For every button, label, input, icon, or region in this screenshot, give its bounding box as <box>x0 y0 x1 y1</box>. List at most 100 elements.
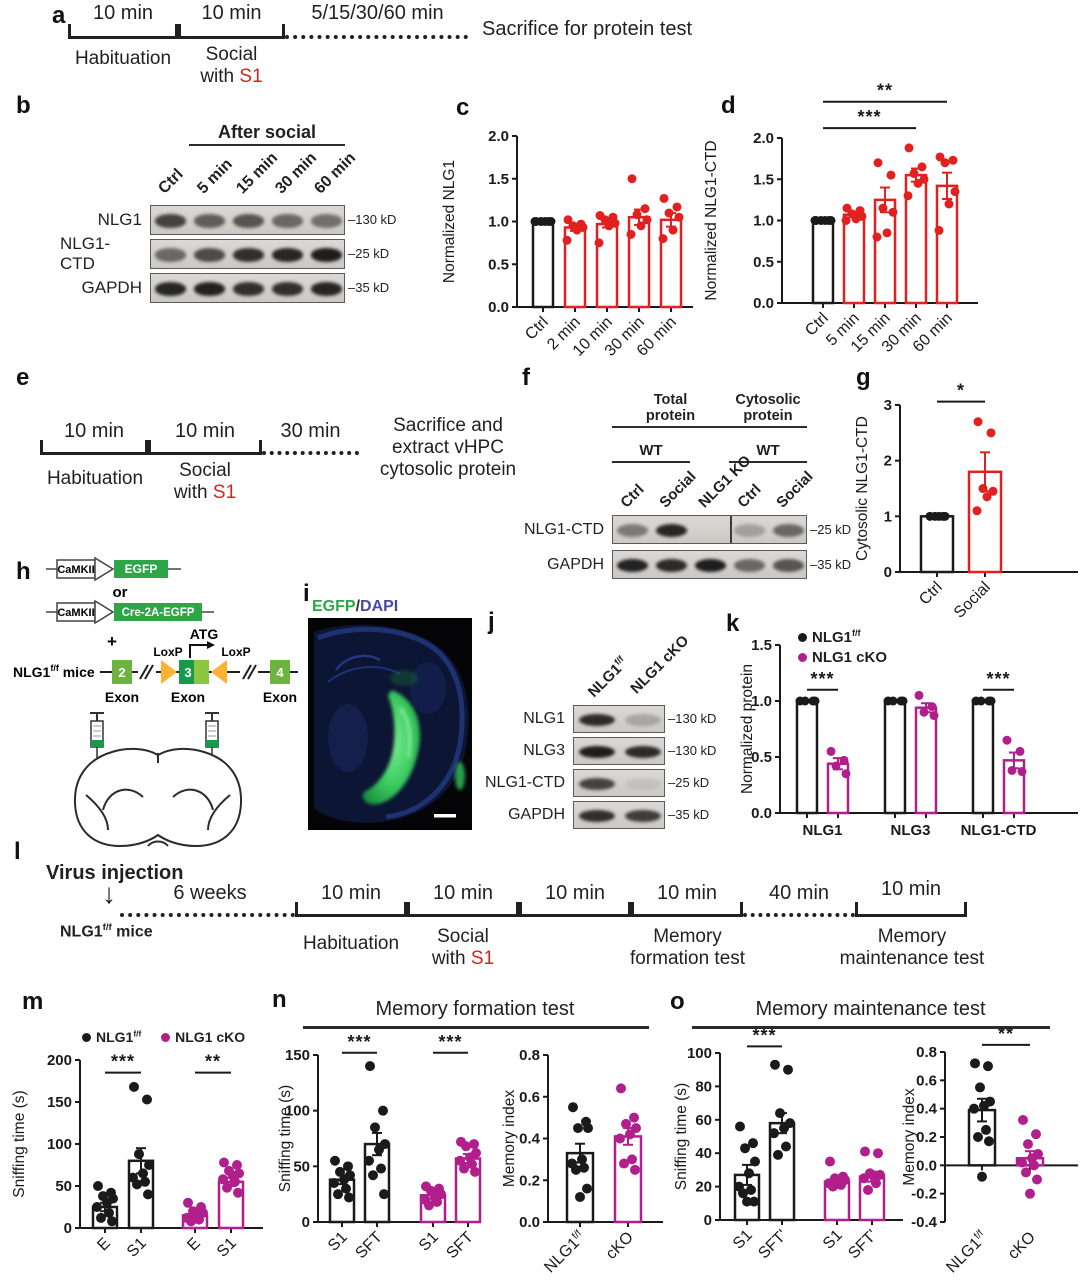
data-point <box>672 202 682 212</box>
sig-stars: *** <box>986 669 1010 689</box>
sulcus-curve <box>334 654 381 671</box>
data-point <box>629 1112 639 1123</box>
data-point <box>839 755 849 765</box>
bar <box>811 219 835 305</box>
bar <box>595 222 619 309</box>
y-tick-label: 0 <box>884 564 892 581</box>
data-point <box>563 215 573 225</box>
lane-label: 60 min <box>310 149 359 198</box>
blot-band <box>772 559 805 572</box>
x-category-label: NLG1f/f <box>943 1228 991 1276</box>
data-point <box>370 1122 380 1133</box>
data-point <box>615 1133 625 1144</box>
panel-label-c: c <box>456 94 470 121</box>
x-category-label: S1 <box>325 1229 351 1255</box>
timeline-dotted-segment <box>120 904 295 917</box>
blot-band <box>271 248 304 262</box>
data-point <box>96 1212 106 1223</box>
legend-item-flox: NLG1f/f <box>82 1028 141 1045</box>
y-axis-label: Sniffing time (s) <box>11 1090 28 1197</box>
atg-arrowhead-icon <box>207 641 215 649</box>
panel-label-l: l <box>14 838 21 865</box>
legend-m: NLG1f/f NLG1 cKO <box>82 1028 245 1045</box>
legend-k: NLG1f/f NLG1 cKO <box>798 628 887 669</box>
blot-band <box>733 559 766 572</box>
sig-stars: *** <box>111 1052 135 1072</box>
timeline-segment <box>178 24 285 39</box>
scale-bar <box>434 814 456 818</box>
data-point <box>860 1146 870 1157</box>
phase-label: Social <box>437 926 489 947</box>
data-point <box>1017 767 1027 777</box>
blot-row-label: NLG1 <box>523 710 565 727</box>
y-axis-label: Sniffing time (s) <box>277 1085 294 1192</box>
data-point <box>577 1154 587 1165</box>
data-point <box>93 1181 103 1191</box>
x-category-label: Ctrl <box>916 579 946 609</box>
phase-label: Habituation <box>74 48 172 69</box>
loxp-triangle-icon <box>211 660 227 684</box>
exon3-box-dark <box>179 660 194 684</box>
data-point <box>983 1061 993 1072</box>
data-point <box>626 229 636 239</box>
exon-label: Exon <box>263 689 297 705</box>
data-point <box>873 1148 883 1159</box>
atg-label: ATG <box>190 626 219 642</box>
data-point <box>929 711 939 721</box>
blot-row-box <box>573 801 665 829</box>
data-point <box>871 1178 881 1189</box>
data-point <box>232 1160 242 1170</box>
data-point <box>664 208 674 218</box>
data-point <box>820 216 830 225</box>
blot-group-header: WT <box>612 442 690 463</box>
chart-memory-index-o: -0.4 -0.2 0.0 0.2 0.4 0.6 0.8 Memory index NLG1f… <box>901 1024 1078 1276</box>
blot-band <box>310 214 343 228</box>
chart-memory-index-n: 0.0 0.2 0.4 0.6 0.8 Memory index NLG1f/f cKO <box>501 1047 663 1276</box>
blot-band <box>193 248 226 262</box>
duration-label: 30 min <box>280 420 341 442</box>
data-point <box>341 1183 351 1194</box>
construct-diagram: CaMKII EGFP or CaMKII Cre-2A-EGFP + ATG … <box>13 556 298 848</box>
data-point <box>102 1197 112 1208</box>
data-point <box>872 232 882 242</box>
data-point <box>779 1123 789 1134</box>
data-point <box>138 1168 148 1179</box>
legend-item-flox: NLG1f/f <box>798 628 887 646</box>
down-arrow-icon: ↓ <box>102 878 116 909</box>
data-point <box>986 428 996 438</box>
data-point <box>841 769 851 779</box>
sig-stars: *** <box>857 107 881 127</box>
y-tick-label: 0.2 <box>916 1129 937 1146</box>
egfp-channel-label: EGFP <box>312 598 356 615</box>
panel-label-j: j <box>488 608 495 635</box>
exon3-number: 3 <box>184 665 191 680</box>
data-point <box>144 1160 154 1170</box>
blot-row-label: NLG1-CTD <box>523 520 604 538</box>
data-point <box>903 191 913 201</box>
y-tick-label: 100 <box>285 1103 310 1120</box>
data-point <box>627 1154 637 1165</box>
data-point <box>186 1216 196 1227</box>
panel-label-e: e <box>16 364 30 391</box>
data-point <box>469 1139 479 1150</box>
data-point <box>562 235 572 245</box>
blot-row-label: GAPDH <box>547 555 604 573</box>
x-category-label: S1 <box>416 1229 442 1255</box>
data-point <box>984 1136 994 1147</box>
panel-label-n: n <box>272 986 287 1013</box>
molecular-weight-marker: –35 kD <box>668 807 710 822</box>
y-tick-label: 0.5 <box>753 254 774 271</box>
x-pair-label: NLG3 <box>890 822 930 839</box>
y-tick-label: 0 <box>704 1212 712 1229</box>
y-tick-label: 0.0 <box>488 299 509 316</box>
legend-dot-icon <box>161 1032 171 1042</box>
data-point <box>851 214 861 224</box>
data-point <box>738 1188 748 1199</box>
x-category-label: S1 <box>730 1227 756 1253</box>
data-point <box>142 1094 152 1105</box>
blot-row-box <box>150 273 345 303</box>
y-tick-label: 0 <box>64 1220 72 1237</box>
data-point <box>934 511 944 521</box>
